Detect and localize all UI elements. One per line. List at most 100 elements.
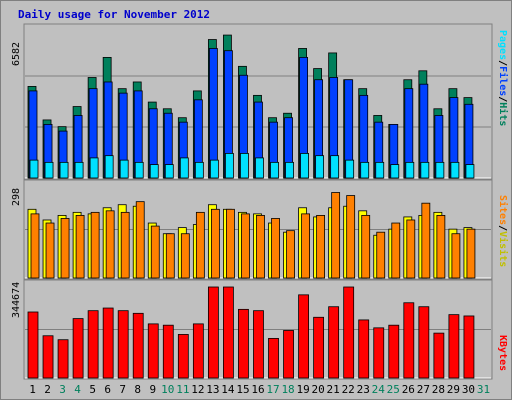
day-label-24: 24 (372, 383, 386, 396)
bar-kbytes-10 (162, 324, 174, 379)
day-label-6: 6 (104, 383, 111, 396)
bar-pages-11 (179, 157, 189, 179)
bar-pages-14 (225, 153, 234, 179)
bar-sites-25 (391, 222, 401, 279)
bar-sites-15 (241, 213, 250, 279)
day-label-30: 30 (462, 383, 475, 396)
bar-pages-13 (209, 159, 219, 179)
bar-sites-17 (271, 218, 280, 279)
bar-pages-3 (59, 161, 69, 179)
bar-kbytes-4 (72, 318, 84, 379)
bar-kbytes-21 (328, 306, 340, 379)
bar-pages-20 (315, 155, 325, 179)
legend-pages: Pages (497, 30, 508, 61)
bar-sites-29 (451, 233, 461, 279)
legend-visits: Visits (497, 231, 508, 268)
bar-sites-24 (376, 231, 386, 279)
day-label-21: 21 (327, 383, 340, 396)
bar-pages-12 (194, 161, 204, 179)
bar-kbytes-9 (147, 323, 159, 379)
bar-pages-22 (345, 159, 355, 179)
day-label-13: 13 (206, 383, 219, 396)
bar-kbytes-16 (253, 310, 264, 379)
bar-sites-20 (316, 214, 326, 279)
bar-kbytes-13 (207, 286, 219, 379)
chart-title: Daily usage for November 2012 (18, 8, 211, 21)
bar-kbytes-27 (418, 306, 430, 379)
bar-sites-5 (90, 211, 100, 279)
bar-kbytes-30 (463, 315, 475, 379)
bar-pages-29 (450, 161, 460, 179)
bar-kbytes-14 (223, 286, 234, 379)
bar-kbytes-8 (132, 312, 144, 379)
bar-sites-30 (466, 228, 476, 279)
bar-pages-2 (44, 161, 54, 179)
day-label-29: 29 (447, 383, 460, 396)
bar-sites-1 (30, 213, 40, 279)
day-label-11: 11 (176, 383, 189, 396)
bar-pages-1 (29, 159, 39, 179)
day-label-1: 1 (29, 383, 36, 396)
bar-kbytes-2 (42, 335, 54, 379)
day-label-17: 17 (266, 383, 279, 396)
bar-kbytes-19 (298, 294, 309, 379)
bar-sites-27 (421, 202, 431, 279)
bar-kbytes-3 (57, 339, 69, 379)
bar-kbytes-25 (388, 324, 400, 379)
bar-pages-28 (435, 161, 445, 179)
panel-border-0 (23, 23, 493, 180)
bar-sites-13 (210, 208, 220, 279)
bar-sites-22 (346, 195, 356, 279)
max-label-visits: 298 (11, 187, 22, 206)
bar-kbytes-26 (403, 302, 415, 379)
bar-sites-11 (180, 233, 190, 279)
day-label-26: 26 (402, 383, 415, 396)
legend-kbytes: KBytes (497, 335, 508, 372)
day-label-18: 18 (281, 383, 294, 396)
max-label-kbytes: 344674 (11, 281, 22, 318)
bar-pages-24 (375, 161, 385, 179)
bar-pages-19 (300, 153, 309, 179)
day-label-14: 14 (221, 383, 235, 396)
bar-pages-6 (104, 155, 114, 179)
day-label-15: 15 (236, 383, 249, 396)
bar-files-13 (208, 48, 218, 179)
day-label-10: 10 (161, 383, 174, 396)
day-label-2: 2 (44, 383, 51, 396)
bar-sites-14 (226, 208, 235, 279)
legend-hits-files-pages: Pages/Files/Hits (497, 30, 508, 126)
bar-pages-23 (360, 161, 370, 179)
bar-pages-16 (255, 157, 264, 179)
day-label-22: 22 (342, 383, 355, 396)
day-label-20: 20 (312, 383, 325, 396)
bar-pages-5 (89, 157, 99, 179)
day-label-19: 19 (296, 383, 309, 396)
day-label-8: 8 (134, 383, 141, 396)
bar-kbytes-29 (448, 314, 460, 379)
bar-kbytes-5 (87, 310, 99, 379)
bar-pages-15 (240, 153, 249, 179)
bar-kbytes-20 (313, 316, 325, 379)
bar-kbytes-22 (343, 286, 355, 379)
day-label-25: 25 (387, 383, 400, 396)
bar-kbytes-11 (177, 334, 189, 379)
bar-sites-4 (75, 214, 85, 279)
bar-sites-8 (135, 201, 145, 279)
day-label-28: 28 (432, 383, 445, 396)
bar-kbytes-24 (373, 327, 385, 379)
bar-sites-9 (150, 225, 160, 279)
bar-sites-19 (301, 213, 310, 279)
bar-pages-30 (465, 164, 475, 179)
legend-sites: Sites (497, 195, 508, 226)
day-label-7: 7 (119, 383, 126, 396)
day-label-16: 16 (251, 383, 264, 396)
panel-border-1 (23, 179, 493, 280)
bar-sites-2 (45, 222, 55, 279)
bar-pages-26 (405, 161, 415, 179)
day-label-4: 4 (74, 383, 81, 396)
legend-hits: Hits (497, 102, 508, 127)
bar-pages-8 (134, 161, 144, 179)
bar-pages-25 (390, 164, 400, 179)
bar-sites-7 (120, 211, 130, 279)
